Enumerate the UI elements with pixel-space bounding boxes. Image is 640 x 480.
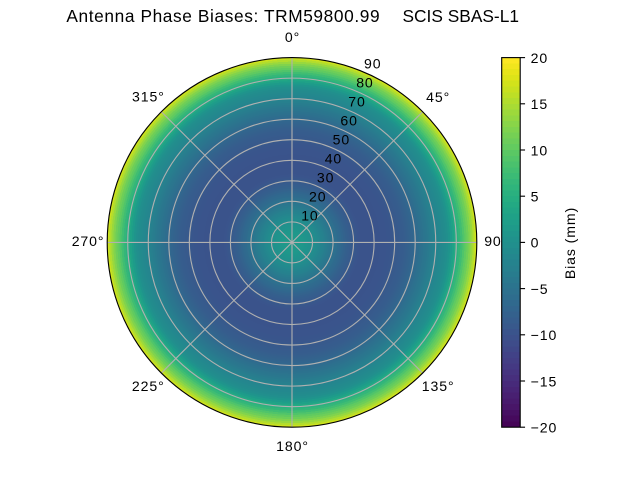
svg-text:45°: 45° xyxy=(426,89,450,105)
svg-text:10: 10 xyxy=(301,207,318,223)
svg-text:10: 10 xyxy=(531,142,548,158)
svg-text:20: 20 xyxy=(531,50,548,66)
svg-text:−15: −15 xyxy=(531,373,558,389)
svg-text:315°: 315° xyxy=(132,88,165,104)
svg-text:40: 40 xyxy=(325,151,342,167)
svg-text:5: 5 xyxy=(531,189,540,205)
svg-text:270°: 270° xyxy=(72,233,105,249)
svg-text:Bias (mm): Bias (mm) xyxy=(562,207,578,279)
svg-text:−20: −20 xyxy=(531,420,558,436)
svg-text:SCIS SBAS-L1: SCIS SBAS-L1 xyxy=(403,6,519,26)
svg-text:225°: 225° xyxy=(132,378,165,394)
svg-text:135°: 135° xyxy=(422,378,455,394)
svg-text:60: 60 xyxy=(340,113,357,129)
svg-text:20: 20 xyxy=(309,189,326,205)
svg-text:−5: −5 xyxy=(531,281,549,297)
svg-text:90: 90 xyxy=(364,56,381,72)
svg-text:15: 15 xyxy=(531,96,548,112)
svg-text:70: 70 xyxy=(348,94,365,110)
svg-text:30: 30 xyxy=(317,170,334,186)
svg-text:0: 0 xyxy=(531,235,540,251)
svg-text:180°: 180° xyxy=(276,438,309,454)
svg-text:−10: −10 xyxy=(531,327,558,343)
svg-text:Antenna Phase Biases: TRM59800: Antenna Phase Biases: TRM59800.99 xyxy=(66,6,380,26)
svg-text:50: 50 xyxy=(333,132,350,148)
svg-text:80: 80 xyxy=(356,75,373,91)
svg-text:0°: 0° xyxy=(285,29,300,45)
